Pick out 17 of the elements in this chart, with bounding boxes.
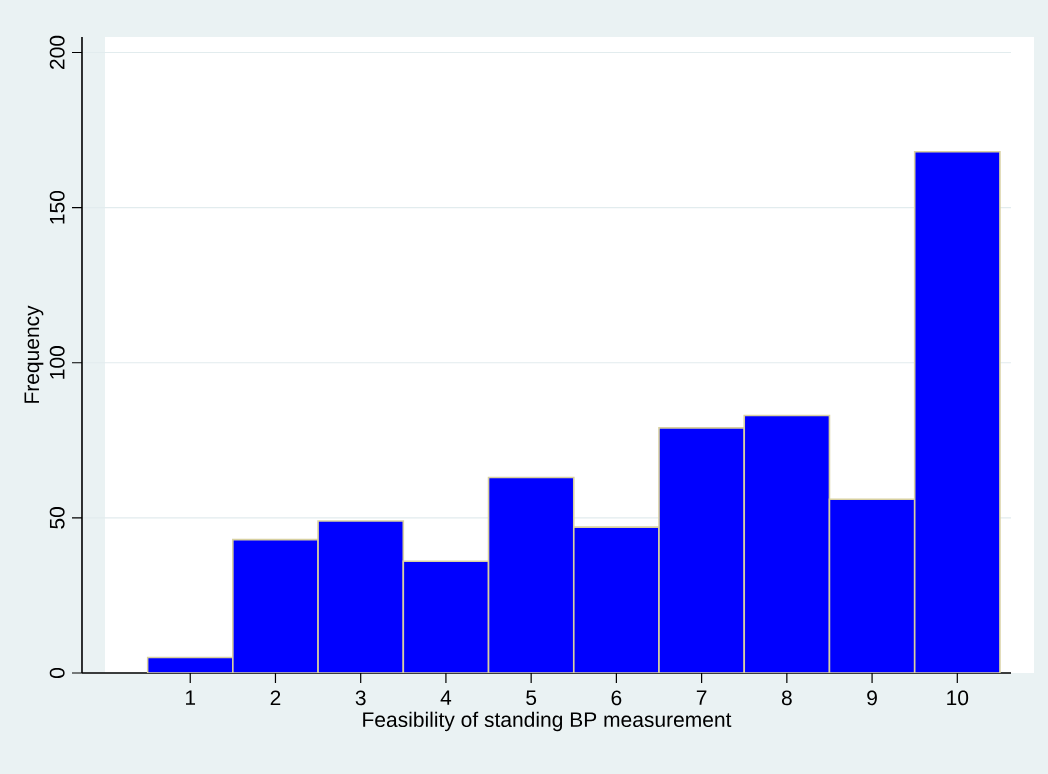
y-tick-label: 50 [49, 507, 65, 529]
x-tick-label: 8 [781, 690, 792, 706]
x-tick-label: 1 [186, 690, 196, 705]
x-axis-title: Feasibility of standing BP measurement [363, 711, 732, 732]
x-tick-label: 9 [867, 690, 877, 706]
x-tick-label: 7 [696, 690, 707, 705]
x-tick-label: 10 [947, 690, 969, 706]
x-tick-label: 5 [526, 690, 537, 706]
y-tick-label: 200 [49, 35, 65, 69]
x-tick-label: 3 [355, 690, 366, 706]
x-tick-label: 6 [611, 690, 622, 706]
y-tick-label: 0 [49, 667, 65, 679]
y-tick-label: 150 [49, 190, 65, 224]
x-tick-label: 4 [440, 690, 452, 705]
y-axis-title: Frequency [24, 305, 44, 403]
y-tick-label: 100 [49, 346, 65, 379]
x-tick-label: 2 [270, 690, 281, 706]
